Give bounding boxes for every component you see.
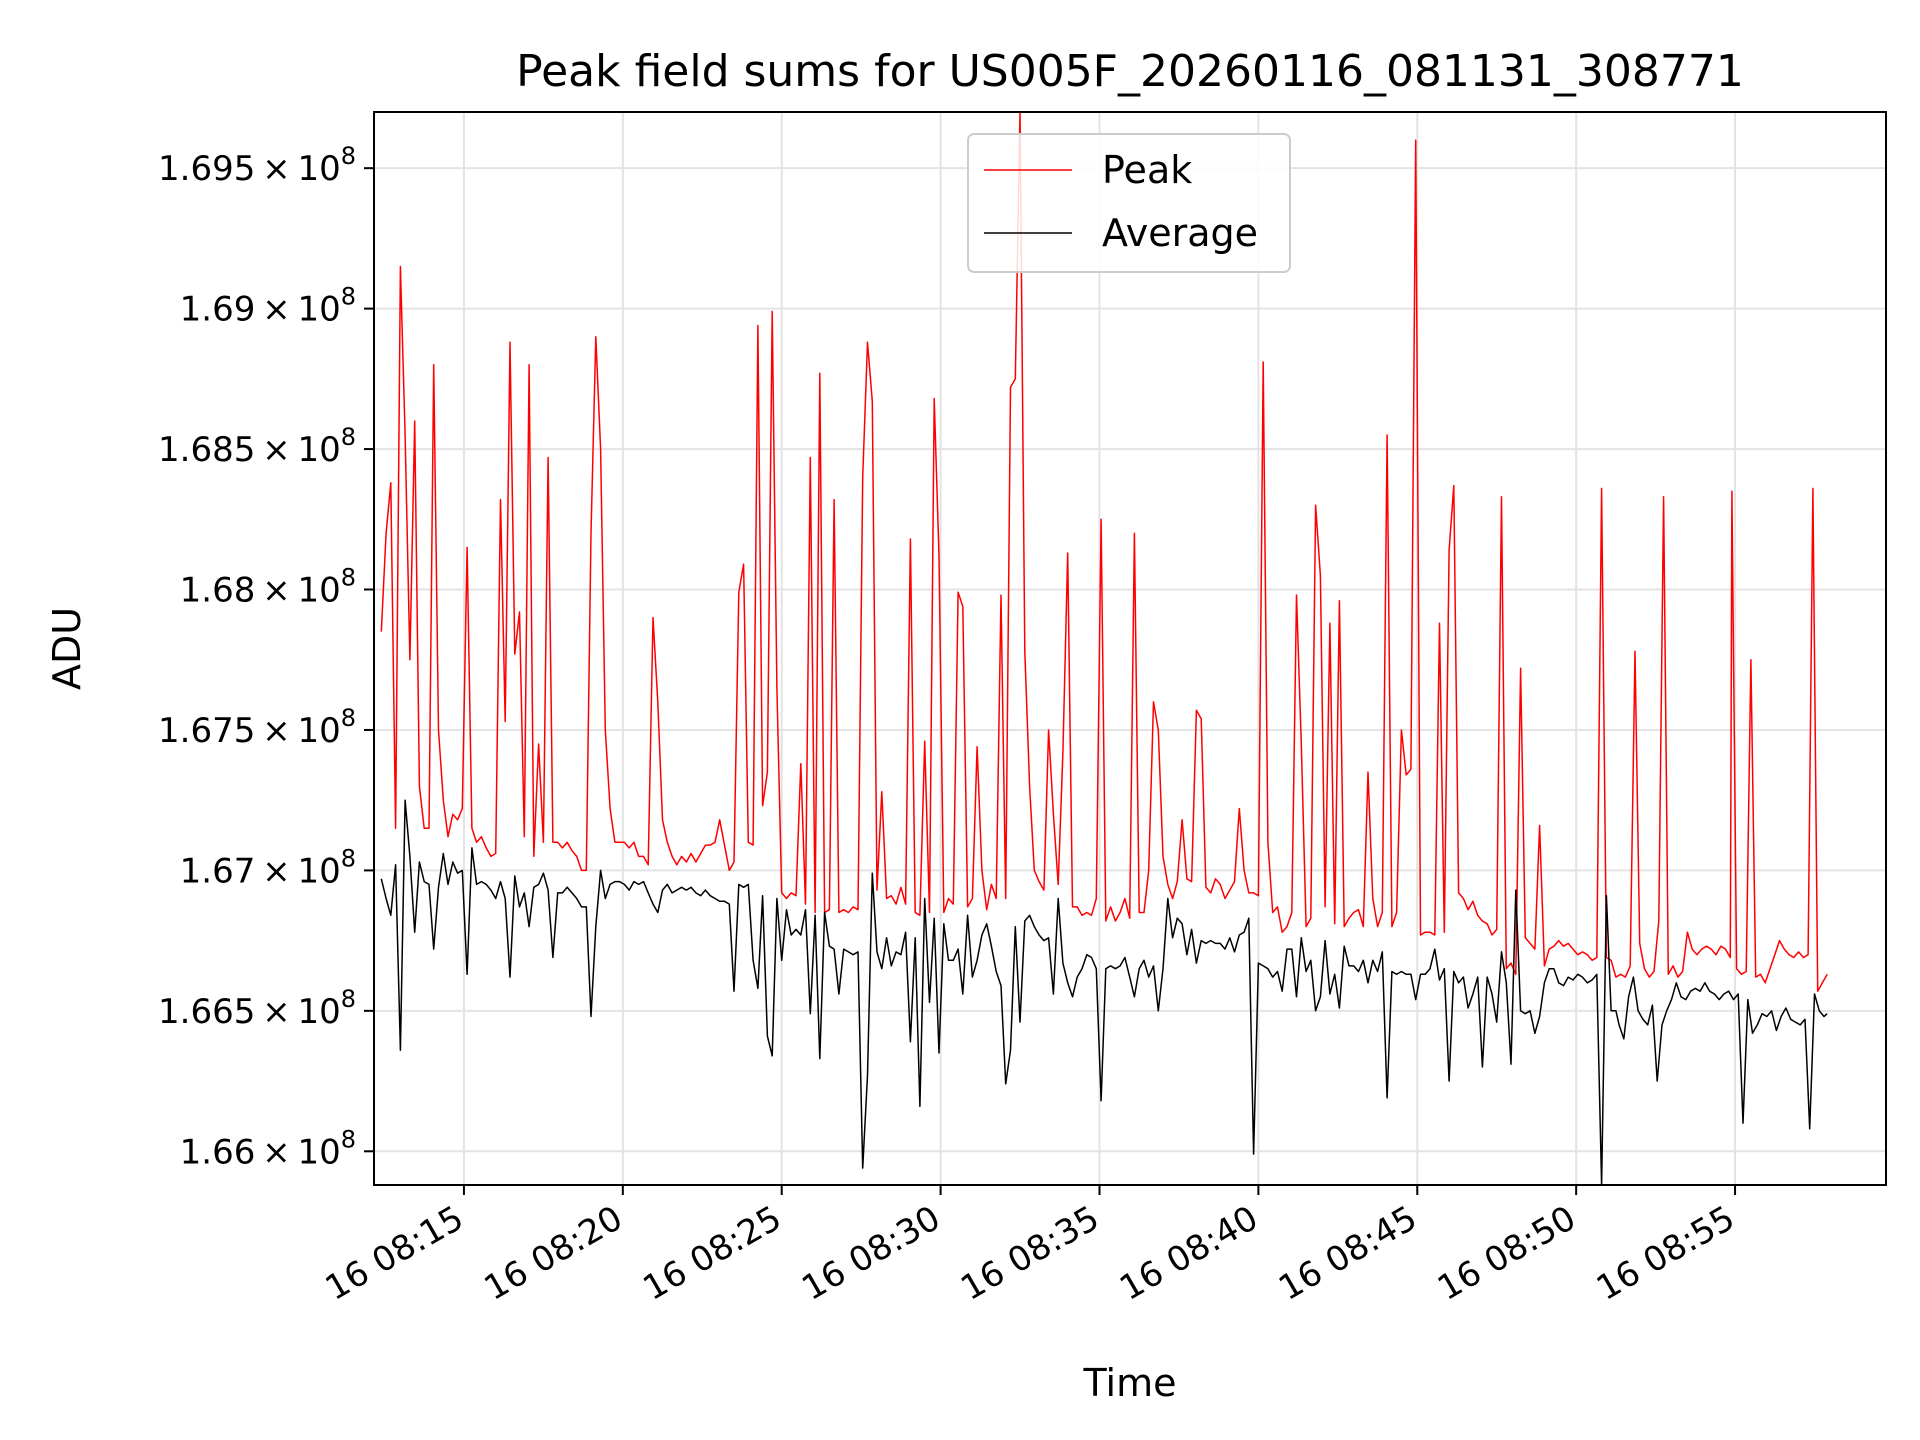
x-axis-label: Time [1083,1361,1177,1405]
legend-label-average: Average [1102,211,1258,255]
y-tick-label: 1.675 × 108 [158,704,356,751]
chart-title: Peak field sums for US005F_20260116_0811… [516,46,1744,97]
series-line-peak [380,112,1828,992]
series-layer [380,112,1828,1185]
plot-frame [373,111,1887,1186]
y-tick-label: 1.685 × 108 [158,423,356,470]
y-tick-label: 1.69 × 108 [180,283,356,330]
y-tick-label: 1.695 × 108 [158,142,356,189]
legend-label-peak: Peak [1102,148,1192,192]
y-tick-label: 1.66 × 108 [180,1125,356,1172]
y-axis-label: ADU [45,607,89,690]
legend: Peak Average [967,133,1291,273]
legend-box [967,133,1291,273]
y-tick-label: 1.68 × 108 [180,564,356,611]
y-tick-label: 1.665 × 108 [158,985,356,1032]
y-axis: 1.66 × 108 1.665 × 108 1.67 × 108 1.675 × 1… [158,142,374,1172]
grid [374,112,1886,1185]
y-tick-label: 1.67 × 108 [180,844,356,891]
series-line-average [380,799,1828,1185]
